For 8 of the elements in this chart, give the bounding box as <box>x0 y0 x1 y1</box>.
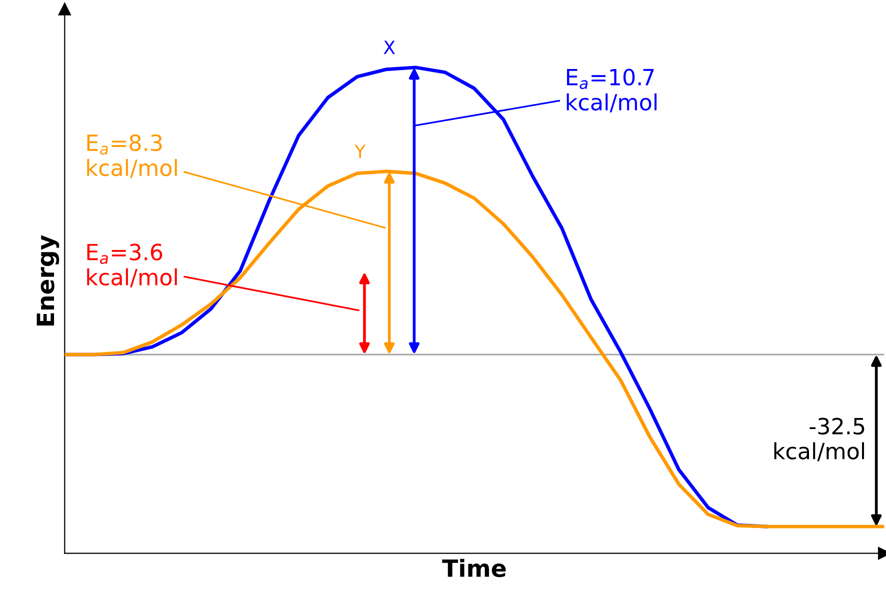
annotation: E$_{a}$=3.6 kcal/mol <box>87 244 177 288</box>
annotation: E$_{a}$=10.7 kcal/mol <box>566 68 657 112</box>
annotation: E$_{a}$=8.3 kcal/mol <box>87 134 177 178</box>
y-axis-title: Energy <box>36 235 60 326</box>
x-axis-title: Time <box>442 558 506 578</box>
text: X <box>384 40 395 54</box>
annotation: Y <box>354 144 366 158</box>
annotation: -32.5 kcal/mol <box>774 418 864 462</box>
